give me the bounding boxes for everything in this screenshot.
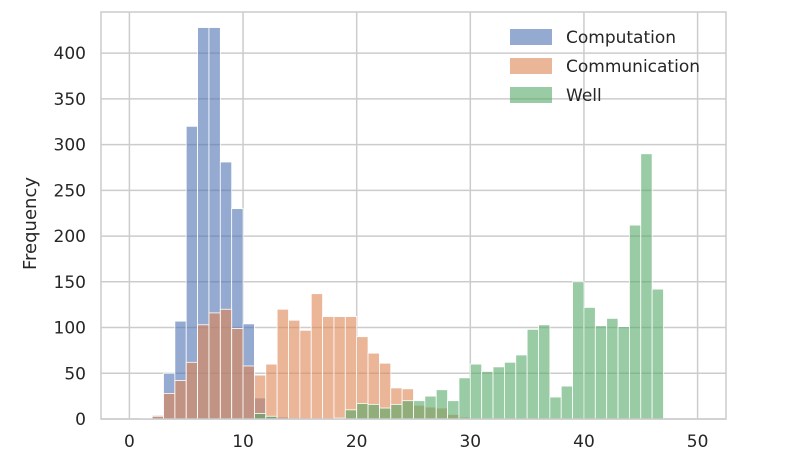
bar (197, 324, 210, 420)
y-tick-labels: 0 50 100 150 200 250 300 350 400 (54, 44, 86, 430)
bar (231, 328, 244, 420)
bar (390, 403, 403, 420)
bar (538, 324, 551, 420)
bar (549, 396, 562, 420)
bar (185, 361, 198, 420)
bar (424, 395, 437, 420)
bar (379, 407, 392, 420)
bar (447, 400, 460, 420)
bar (344, 409, 358, 420)
bar (469, 363, 483, 420)
legend: Computation Communication Well (510, 28, 700, 106)
legend-swatch (510, 29, 552, 45)
plot-frame (100, 11, 727, 420)
bar (458, 377, 471, 420)
bar (163, 392, 176, 420)
bar (242, 365, 255, 420)
bar (560, 385, 573, 420)
bar (492, 366, 505, 420)
bar (333, 316, 346, 420)
bar (276, 308, 289, 420)
y-tick-label: 100 (54, 319, 86, 339)
bar (254, 374, 267, 420)
y-tick-label: 0 (75, 410, 86, 430)
y-tick-label: 350 (54, 90, 86, 110)
bar (265, 363, 278, 420)
bar (356, 403, 369, 420)
bar (367, 403, 380, 420)
bar (526, 328, 539, 420)
y-tick-label: 250 (54, 181, 86, 201)
bar (310, 293, 323, 420)
legend-label: Well (566, 86, 602, 106)
x-tick-label: 40 (573, 432, 595, 452)
bar (208, 312, 221, 420)
bar (504, 361, 517, 420)
x-tick-labels: 0 10 20 30 40 50 (124, 432, 708, 452)
legend-label: Computation (566, 28, 676, 48)
y-tick-label: 300 (54, 136, 86, 156)
bar (299, 329, 312, 420)
bar (322, 316, 335, 420)
bar (219, 308, 233, 420)
bar (651, 288, 664, 420)
bar (583, 307, 596, 420)
bar (288, 319, 301, 420)
bar (413, 400, 426, 420)
bar (401, 400, 414, 420)
legend-swatch (510, 58, 552, 74)
bar (435, 389, 448, 420)
bar (629, 224, 642, 420)
x-tick-label: 0 (124, 432, 135, 452)
x-tick-label: 20 (346, 432, 368, 452)
bar (254, 413, 267, 420)
bar (515, 354, 528, 420)
y-axis-label: Frequency (20, 177, 41, 270)
y-tick-label: 200 (54, 227, 86, 247)
bar (344, 316, 358, 420)
bar (594, 325, 608, 420)
legend-label: Communication (566, 57, 700, 77)
x-tick-label: 10 (232, 432, 254, 452)
bar (572, 281, 585, 420)
legend-swatch (510, 87, 552, 103)
bar (640, 153, 653, 420)
bar (617, 326, 630, 420)
bar (481, 371, 494, 420)
bar (174, 380, 187, 420)
y-tick-label: 50 (64, 364, 86, 384)
y-tick-label: 150 (54, 273, 86, 293)
y-tick-label: 400 (54, 44, 86, 64)
x-tick-label: 50 (687, 432, 709, 452)
bar (606, 317, 619, 420)
x-tick-label: 30 (459, 432, 481, 452)
